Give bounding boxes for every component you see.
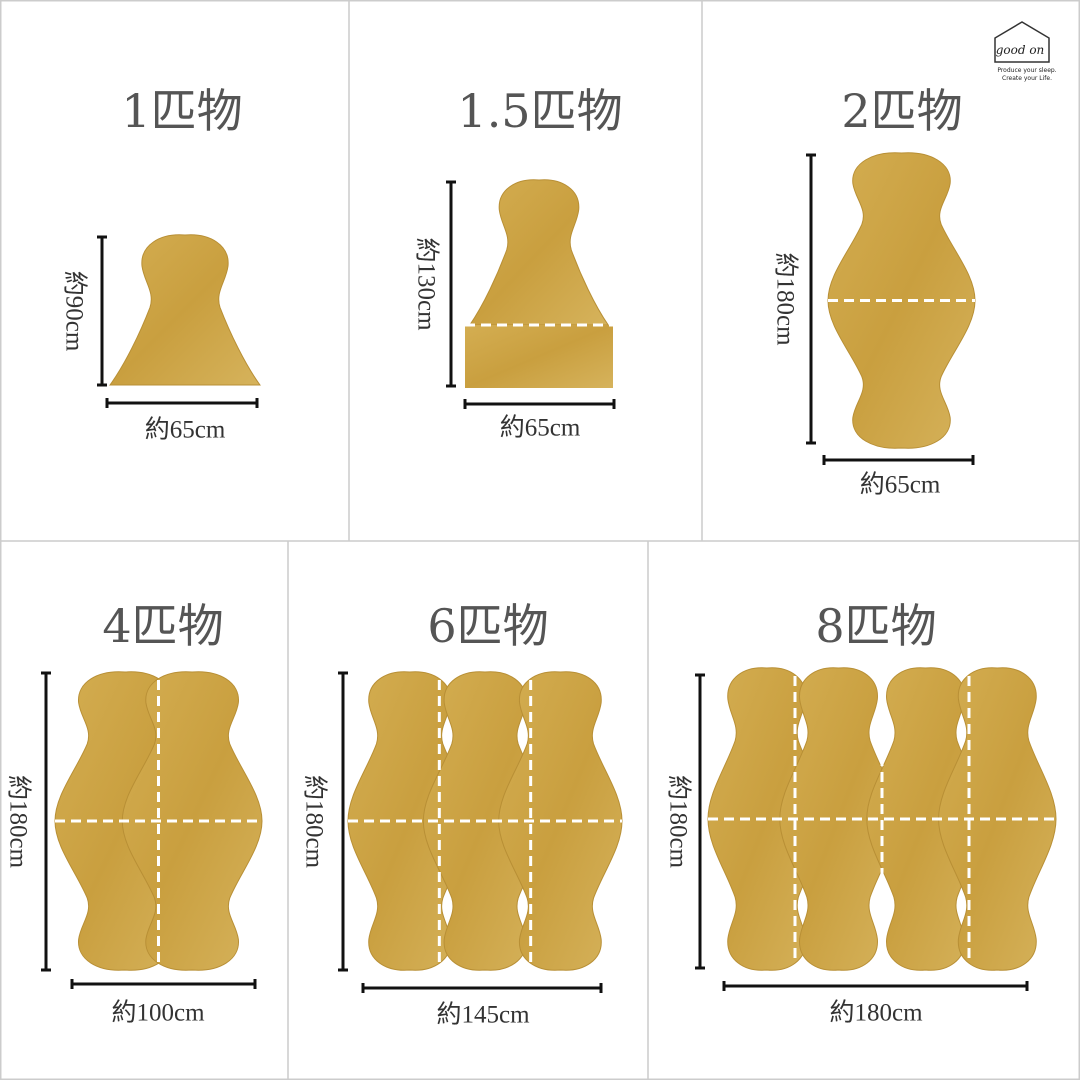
width-label: 約145cm — [436, 1001, 530, 1029]
panel-title: 8匹物 — [815, 599, 936, 653]
height-label: 約90cm — [60, 271, 88, 352]
width-label: 約65cm — [860, 471, 941, 499]
pelt — [465, 325, 613, 388]
width-label: 約65cm — [145, 416, 226, 444]
panel-title: 4匹物 — [102, 599, 223, 653]
logo-brand: good on — [996, 43, 1045, 57]
logo-tagline: Produce your sleep. — [997, 67, 1056, 74]
panel-title: 1.5匹物 — [457, 84, 622, 138]
width-label: 約100cm — [111, 999, 205, 1027]
panel-title: 2匹物 — [841, 84, 962, 138]
height-label: 約180cm — [300, 775, 328, 869]
height-label: 約180cm — [771, 252, 799, 346]
pelt — [470, 180, 608, 325]
panel-title: 6匹物 — [427, 599, 548, 653]
height-label: 約180cm — [4, 775, 32, 869]
panel-title: 1匹物 — [121, 84, 242, 138]
logo-tagline: Create your Life. — [1002, 75, 1052, 82]
logo: good on Produce your sleep. Create your … — [994, 21, 1057, 82]
height-label: 約180cm — [664, 775, 692, 869]
pelt — [110, 235, 260, 385]
width-label: 約65cm — [500, 414, 581, 442]
height-label: 約130cm — [412, 237, 440, 331]
width-label: 約180cm — [829, 999, 923, 1027]
